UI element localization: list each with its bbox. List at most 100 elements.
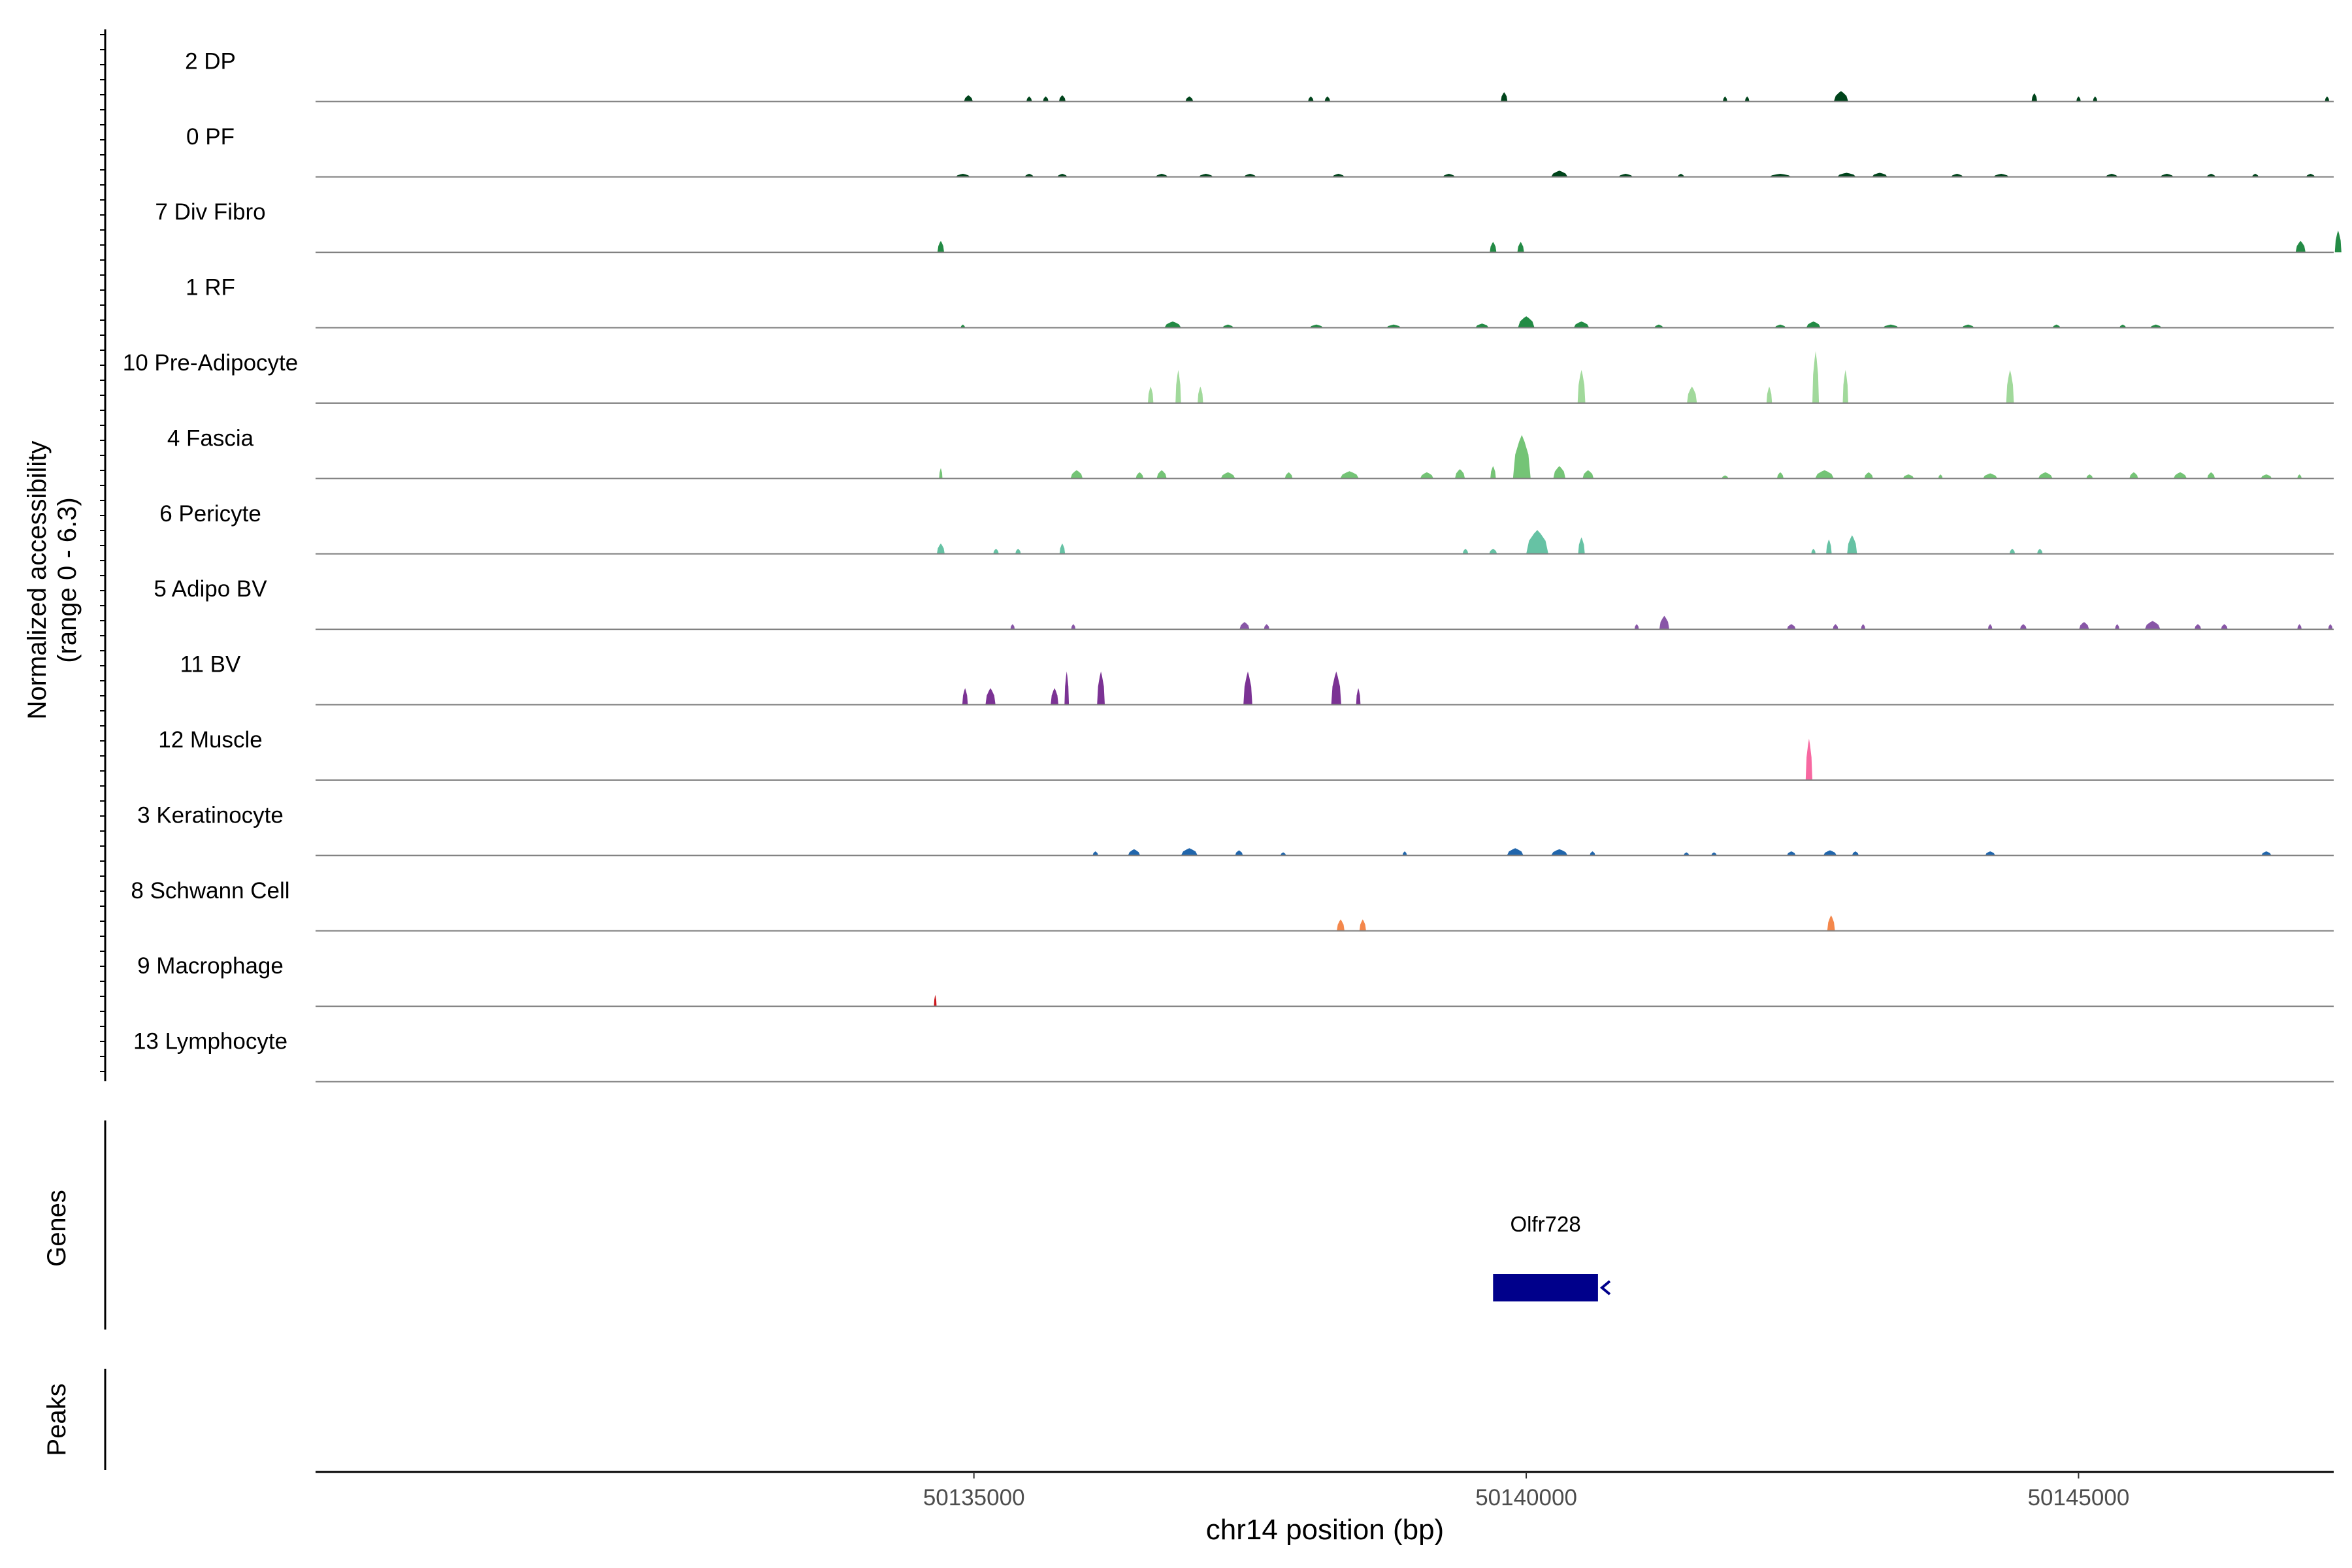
coverage-peak — [1634, 624, 1639, 630]
coverage-peak — [1826, 539, 1832, 554]
coverage-peak — [2115, 624, 2119, 630]
coverage-peak — [1787, 851, 1796, 856]
coverage-peak — [1551, 171, 1568, 177]
coverage-peak — [1175, 370, 1181, 403]
coverage-peak — [2076, 96, 2081, 102]
track-11: 8 Schwann Cell — [131, 878, 2334, 932]
coverage-peak — [962, 688, 968, 705]
y-axis-title-line2: (range 0 - 6.3) — [53, 497, 82, 662]
coverage-peak — [2306, 174, 2315, 177]
coverage-peak — [1359, 919, 1366, 931]
track-8: 11 BV — [180, 652, 2334, 706]
coverage-peak — [2086, 474, 2093, 479]
coverage-peak — [1490, 466, 1496, 479]
coverage-peak — [937, 240, 944, 253]
x-axis-title: chr14 position (bp) — [1206, 1514, 1444, 1546]
track-label: 9 Macrophage — [137, 953, 284, 979]
coverage-peak — [1847, 535, 1857, 554]
coverage-peak — [937, 543, 945, 554]
coverage-peak — [1015, 548, 1021, 554]
coverage-peak — [1806, 321, 1821, 328]
coverage-peak — [2251, 174, 2259, 177]
coverage-peak — [1776, 472, 1784, 479]
coverage-peak — [1983, 473, 1998, 479]
coverage-peak — [1128, 849, 1141, 856]
coverage-peak — [1787, 624, 1796, 630]
coverage-peak — [1284, 472, 1293, 479]
coverage-peak — [1852, 851, 1859, 856]
coverage-peak — [993, 548, 999, 554]
coverage-peak — [2261, 851, 2272, 856]
coverage-peak — [1420, 472, 1433, 479]
coverage-peak — [1811, 548, 1816, 554]
coverage-peak — [1618, 174, 1633, 177]
coverage-peak — [2295, 240, 2306, 253]
coverage-peak — [1744, 96, 1750, 102]
coverage-peak — [2019, 624, 2027, 630]
coverage-peak — [1573, 321, 1590, 328]
track-label: 4 Fascia — [167, 425, 254, 451]
coverage-peak — [1097, 671, 1105, 705]
x-tick-label: 50140000 — [1475, 1485, 1577, 1511]
coverage-peak — [2031, 93, 2037, 102]
coverage-peak — [2079, 622, 2089, 630]
coverage-peak — [1071, 624, 1076, 630]
coverage-peak — [1070, 470, 1083, 479]
track-5: 4 Fascia — [167, 425, 2334, 480]
coverage-peak — [2207, 472, 2215, 479]
coverage-peak — [1864, 472, 1873, 479]
coverage-peak — [1135, 472, 1144, 479]
coverage-peak — [1356, 688, 1361, 705]
coverage-peak — [1164, 321, 1181, 328]
coverage-peak — [2206, 174, 2216, 177]
coverage-peak — [1155, 174, 1168, 177]
coverage-peak — [1833, 91, 1848, 102]
coverage-peak — [1517, 242, 1524, 253]
x-tick-label: 50135000 — [923, 1485, 1025, 1511]
coverage-peak — [1243, 671, 1252, 705]
coverage-peak — [1526, 530, 1548, 554]
coverage-peak — [1711, 852, 1717, 856]
coverage-peak — [1026, 96, 1032, 102]
coverage-peak — [1024, 174, 1034, 177]
track-label: 6 Pericyte — [159, 501, 261, 527]
track-13: 13 Lymphocyte — [133, 1029, 2334, 1083]
coverage-peak — [1677, 174, 1684, 177]
genes-track: Genes Olfr728 — [42, 1120, 1611, 1330]
coverage-peak — [2038, 472, 2053, 479]
coverage-peak — [1462, 548, 1469, 554]
y-axis-title: Normalized accessibility (range 0 - 6.3) — [23, 441, 82, 720]
track-label: 10 Pre-Adipocyte — [123, 350, 298, 376]
track-6: 6 Pericyte — [159, 501, 2334, 555]
coverage-peak — [1235, 850, 1243, 856]
coverage-peak — [2297, 474, 2302, 479]
coverage-peak — [1687, 386, 1697, 403]
coverage-peak — [2144, 621, 2161, 630]
coverage-peak — [1010, 624, 1015, 630]
coverage-peak — [1057, 174, 1068, 177]
coverage-peak — [1684, 852, 1690, 856]
track-12: 9 Macrophage — [137, 953, 2334, 1007]
coverage-peak — [2334, 230, 2342, 253]
track-2: 7 Div Fibro — [155, 199, 2342, 253]
coverage-peak — [2093, 96, 2098, 102]
coverage-peak — [955, 174, 970, 177]
coverage-peak — [1582, 470, 1594, 479]
coverage-peak — [1059, 543, 1066, 554]
coverage-peak — [2221, 624, 2228, 630]
coverage-peak — [1833, 624, 1838, 630]
coverage-peak — [939, 468, 943, 479]
track-label: 3 Keratinocyte — [137, 802, 284, 828]
genes-track-label: Genes — [42, 1190, 71, 1267]
coverage-peak — [2297, 624, 2302, 630]
coverage-peak — [1518, 316, 1535, 328]
coverage-peak — [2009, 548, 2016, 554]
coverage-peak — [2325, 96, 2330, 102]
peaks-track: Peaks — [42, 1369, 106, 1470]
coverage-peak — [1883, 324, 1899, 328]
coverage-peak — [1043, 96, 1049, 102]
coverage-peak — [1723, 96, 1727, 102]
track-10: 3 Keratinocyte — [137, 802, 2334, 857]
coverage-peak — [2328, 624, 2333, 630]
